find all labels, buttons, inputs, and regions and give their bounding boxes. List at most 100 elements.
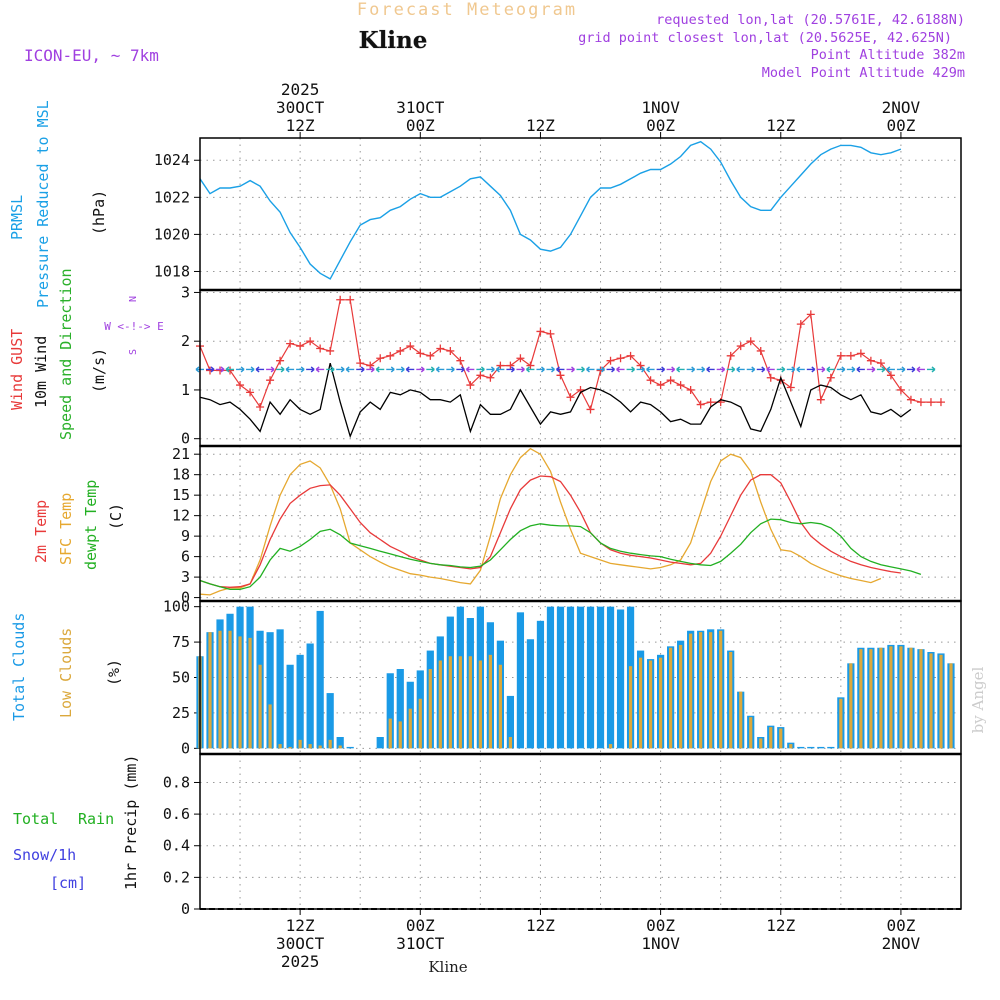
low-cloud-bar bbox=[879, 647, 883, 749]
wind-direction-arrow bbox=[435, 366, 445, 373]
wind-direction-arrow bbox=[926, 366, 936, 373]
total-cloud-bar bbox=[827, 746, 835, 749]
wind-gust-marker bbox=[316, 344, 325, 353]
low-cloud-bar bbox=[899, 646, 903, 749]
wind-direction-arrow bbox=[206, 366, 215, 373]
temperature-ytick-label: 3 bbox=[181, 568, 190, 586]
low-cloud-bar bbox=[779, 728, 783, 749]
wind-gust-marker bbox=[346, 295, 355, 304]
low-cloud-bar bbox=[759, 738, 763, 749]
top-tick-label: 00Z bbox=[406, 116, 435, 135]
total-cloud-bar bbox=[556, 606, 565, 749]
wind-gust-marker bbox=[556, 371, 565, 380]
wind-label-gust: Wind GUST bbox=[8, 329, 26, 410]
temp-label-sfc: SFC Temp bbox=[57, 493, 75, 565]
wind-direction-arrow bbox=[746, 366, 756, 373]
model-label: ICON-EU, ~ 7km bbox=[24, 46, 159, 65]
pressure-panel: 1018 1020 1022 1024 PRMSL Pressure Reduced to… bbox=[8, 100, 961, 308]
wind-gust-marker bbox=[236, 381, 245, 390]
total-cloud-bar bbox=[526, 639, 535, 749]
top-tick-label: 2025 bbox=[281, 80, 320, 99]
wind-gust-marker bbox=[616, 354, 625, 363]
wind-direction-arrow bbox=[476, 366, 485, 373]
wind-gust-marker bbox=[536, 327, 545, 336]
top-tick-label: 12Z bbox=[286, 116, 315, 135]
low-cloud-bar bbox=[769, 727, 773, 749]
total-cloud-bar bbox=[576, 606, 585, 749]
wind-gust-marker bbox=[896, 385, 905, 394]
wind-gust-marker bbox=[376, 354, 385, 363]
clouds-ytick-label: 100 bbox=[163, 598, 190, 616]
temperature-panel: 0 3 6 9 12 15 18 21 2m Temp SFC Temp dewpt Temp (C) bbox=[32, 445, 961, 607]
low-cloud-bar bbox=[839, 698, 843, 749]
wind-gust-marker bbox=[926, 398, 935, 407]
temperature-ytick-label: 15 bbox=[172, 486, 190, 504]
wind-gust-marker bbox=[786, 383, 795, 392]
wind-direction-arrow bbox=[285, 366, 295, 373]
wind-direction-arrow bbox=[506, 366, 515, 373]
bottom-tick-label: 12Z bbox=[526, 916, 555, 935]
low-cloud-bar bbox=[448, 656, 452, 749]
wind-direction-arrow bbox=[666, 366, 676, 373]
model-altitude: Model Point Altitude 429m bbox=[762, 65, 965, 81]
wind-direction-arrow bbox=[495, 366, 505, 373]
wind-gust-marker bbox=[366, 361, 375, 370]
low-cloud-bar bbox=[488, 654, 492, 749]
grid-point-coords: grid point closest lon,lat (20.5625E, 42… bbox=[578, 30, 952, 46]
precip-ytick-label: 0.8 bbox=[163, 773, 190, 791]
wind-direction-arrow bbox=[486, 366, 495, 373]
temperature-ytick-label: 9 bbox=[181, 527, 190, 545]
low-cloud-bar bbox=[739, 691, 743, 749]
wind-gust-marker bbox=[796, 320, 805, 329]
total-cloud-bar bbox=[516, 612, 525, 749]
low-cloud-bar bbox=[749, 717, 753, 749]
total-cloud-bar bbox=[807, 746, 815, 749]
wind-direction-arrow bbox=[225, 366, 235, 373]
wind-gust-marker bbox=[436, 344, 445, 353]
low-cloud-bar bbox=[919, 649, 923, 749]
total-cloud-bar bbox=[296, 654, 304, 749]
low-cloud-bar bbox=[248, 637, 252, 749]
wind-direction-arrow bbox=[856, 366, 865, 373]
low-cloud-bar bbox=[328, 739, 332, 749]
wind-direction-arrow bbox=[916, 366, 925, 373]
wind-direction-arrow bbox=[456, 366, 465, 373]
bottom-tick-label: 12Z bbox=[766, 916, 795, 935]
wind-gust-marker bbox=[646, 376, 655, 385]
low-cloud-bar bbox=[909, 647, 913, 749]
top-tick-label: 12Z bbox=[766, 116, 795, 135]
wind-gust-marker bbox=[386, 351, 395, 360]
wind-gust-marker bbox=[276, 356, 285, 365]
temp-label-unit: (C) bbox=[107, 503, 125, 530]
bottom-tick-label: 00Z bbox=[886, 916, 915, 935]
wind-direction-arrow bbox=[345, 366, 355, 373]
low-cloud-bar bbox=[218, 630, 222, 749]
wind-ytick-label: 3 bbox=[181, 283, 190, 301]
top-tick-label: 12Z bbox=[526, 116, 555, 135]
wind-gust-marker bbox=[266, 376, 275, 385]
wind-gust-marker bbox=[466, 381, 475, 390]
wind-gust-marker bbox=[656, 381, 665, 390]
low-cloud-bar bbox=[648, 660, 653, 749]
wind-direction-arrow bbox=[626, 366, 636, 373]
low-cloud-bar bbox=[699, 632, 703, 749]
wind-gust-marker bbox=[696, 400, 705, 409]
total-cloud-bar bbox=[346, 746, 354, 749]
total-cloud-bar bbox=[506, 695, 515, 749]
wind-direction-arrow bbox=[586, 366, 595, 373]
wind-direction-arrow bbox=[596, 366, 605, 373]
wind-gust-marker bbox=[706, 398, 715, 407]
total-cloud-bar bbox=[336, 737, 344, 749]
low-cloud-bar bbox=[949, 663, 953, 749]
precip-label-cm: [cm] bbox=[50, 874, 86, 892]
wind-direction-arrow bbox=[866, 366, 876, 373]
wind-direction-arrow bbox=[396, 366, 405, 373]
wind-gust-marker bbox=[626, 351, 635, 360]
low-cloud-bar bbox=[789, 744, 793, 749]
wind-direction-arrow bbox=[556, 366, 565, 373]
wind-gust-marker bbox=[546, 329, 555, 338]
wind-direction-arrow bbox=[796, 366, 805, 373]
low-cloud-bar bbox=[689, 633, 693, 749]
